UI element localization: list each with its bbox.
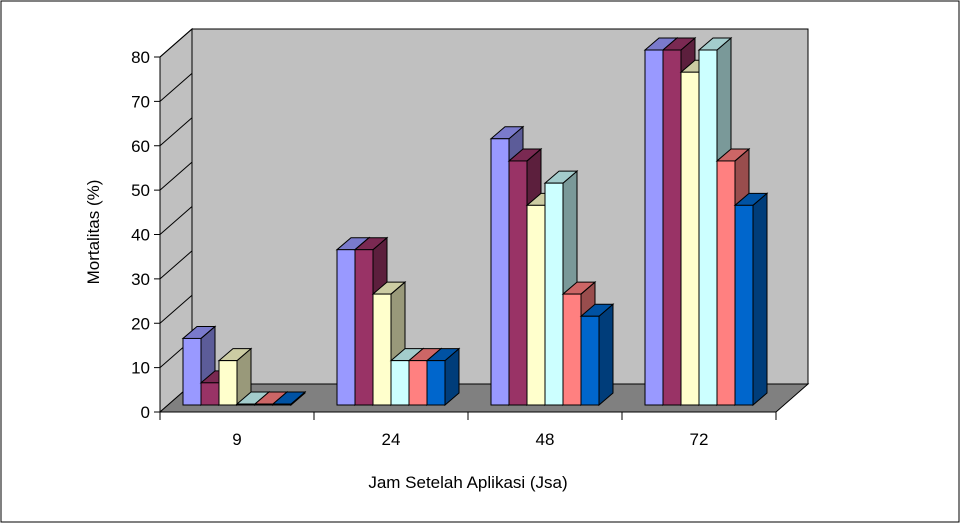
bar-front (236, 403, 256, 406)
y-tick-label: 60 (131, 137, 150, 156)
bar (733, 192, 769, 407)
x-tick-labels: 9 24 48 72 (232, 430, 708, 449)
bar-front (218, 360, 238, 406)
y-tick-label: 70 (131, 92, 150, 111)
y-tick-label: 20 (131, 314, 150, 333)
bar-front (354, 249, 374, 406)
bar (425, 347, 461, 407)
bar-front (680, 71, 700, 406)
bar-front (580, 315, 600, 406)
x-tick-label: 72 (690, 430, 709, 449)
gridline (159, 117, 193, 147)
bar-front (426, 360, 446, 406)
bar (579, 303, 615, 407)
y-tick-label: 40 (131, 226, 150, 245)
y-tick-label: 10 (131, 359, 150, 378)
bar-front (526, 204, 546, 406)
bars-group (181, 36, 769, 407)
bar-front (562, 293, 582, 406)
gridline (159, 206, 193, 235)
bar-side (752, 192, 768, 407)
gridline (159, 250, 193, 280)
bar-front (544, 182, 564, 406)
y-axis-title: Mortalitas (%) (84, 180, 103, 285)
gridline (159, 72, 193, 102)
gridline (159, 294, 193, 324)
bar-front (372, 293, 392, 406)
x-tick-label: 24 (382, 430, 401, 449)
bar-front (182, 337, 202, 406)
y-tick-labels: 0 10 20 30 40 50 60 70 80 (131, 48, 150, 422)
bar-front (272, 403, 292, 406)
bar (217, 347, 253, 407)
bar-front (698, 49, 718, 406)
bar-front (508, 160, 528, 406)
gridline (159, 161, 193, 191)
y-tick-label: 80 (131, 48, 150, 67)
bar-front (254, 403, 274, 406)
bar-front (408, 360, 428, 406)
bar-front (716, 160, 736, 406)
bar-front (200, 382, 220, 406)
x-tick-label: 9 (232, 430, 241, 449)
axes (154, 56, 777, 420)
bar-front (390, 360, 410, 406)
y-tick-label: 0 (141, 403, 150, 422)
gridline (159, 28, 193, 58)
x-axis-title: Jam Setelah Aplikasi (Jsa) (368, 473, 567, 492)
bar-front (662, 49, 682, 406)
y-tick-label: 30 (131, 270, 150, 289)
bar-front (734, 204, 754, 406)
x-tick-label: 48 (536, 430, 555, 449)
bar-side (598, 303, 614, 407)
bar (271, 390, 307, 407)
bar-front (490, 138, 510, 406)
bar-front (644, 49, 664, 406)
bar-front (336, 249, 356, 406)
y-tick-label: 50 (131, 181, 150, 200)
